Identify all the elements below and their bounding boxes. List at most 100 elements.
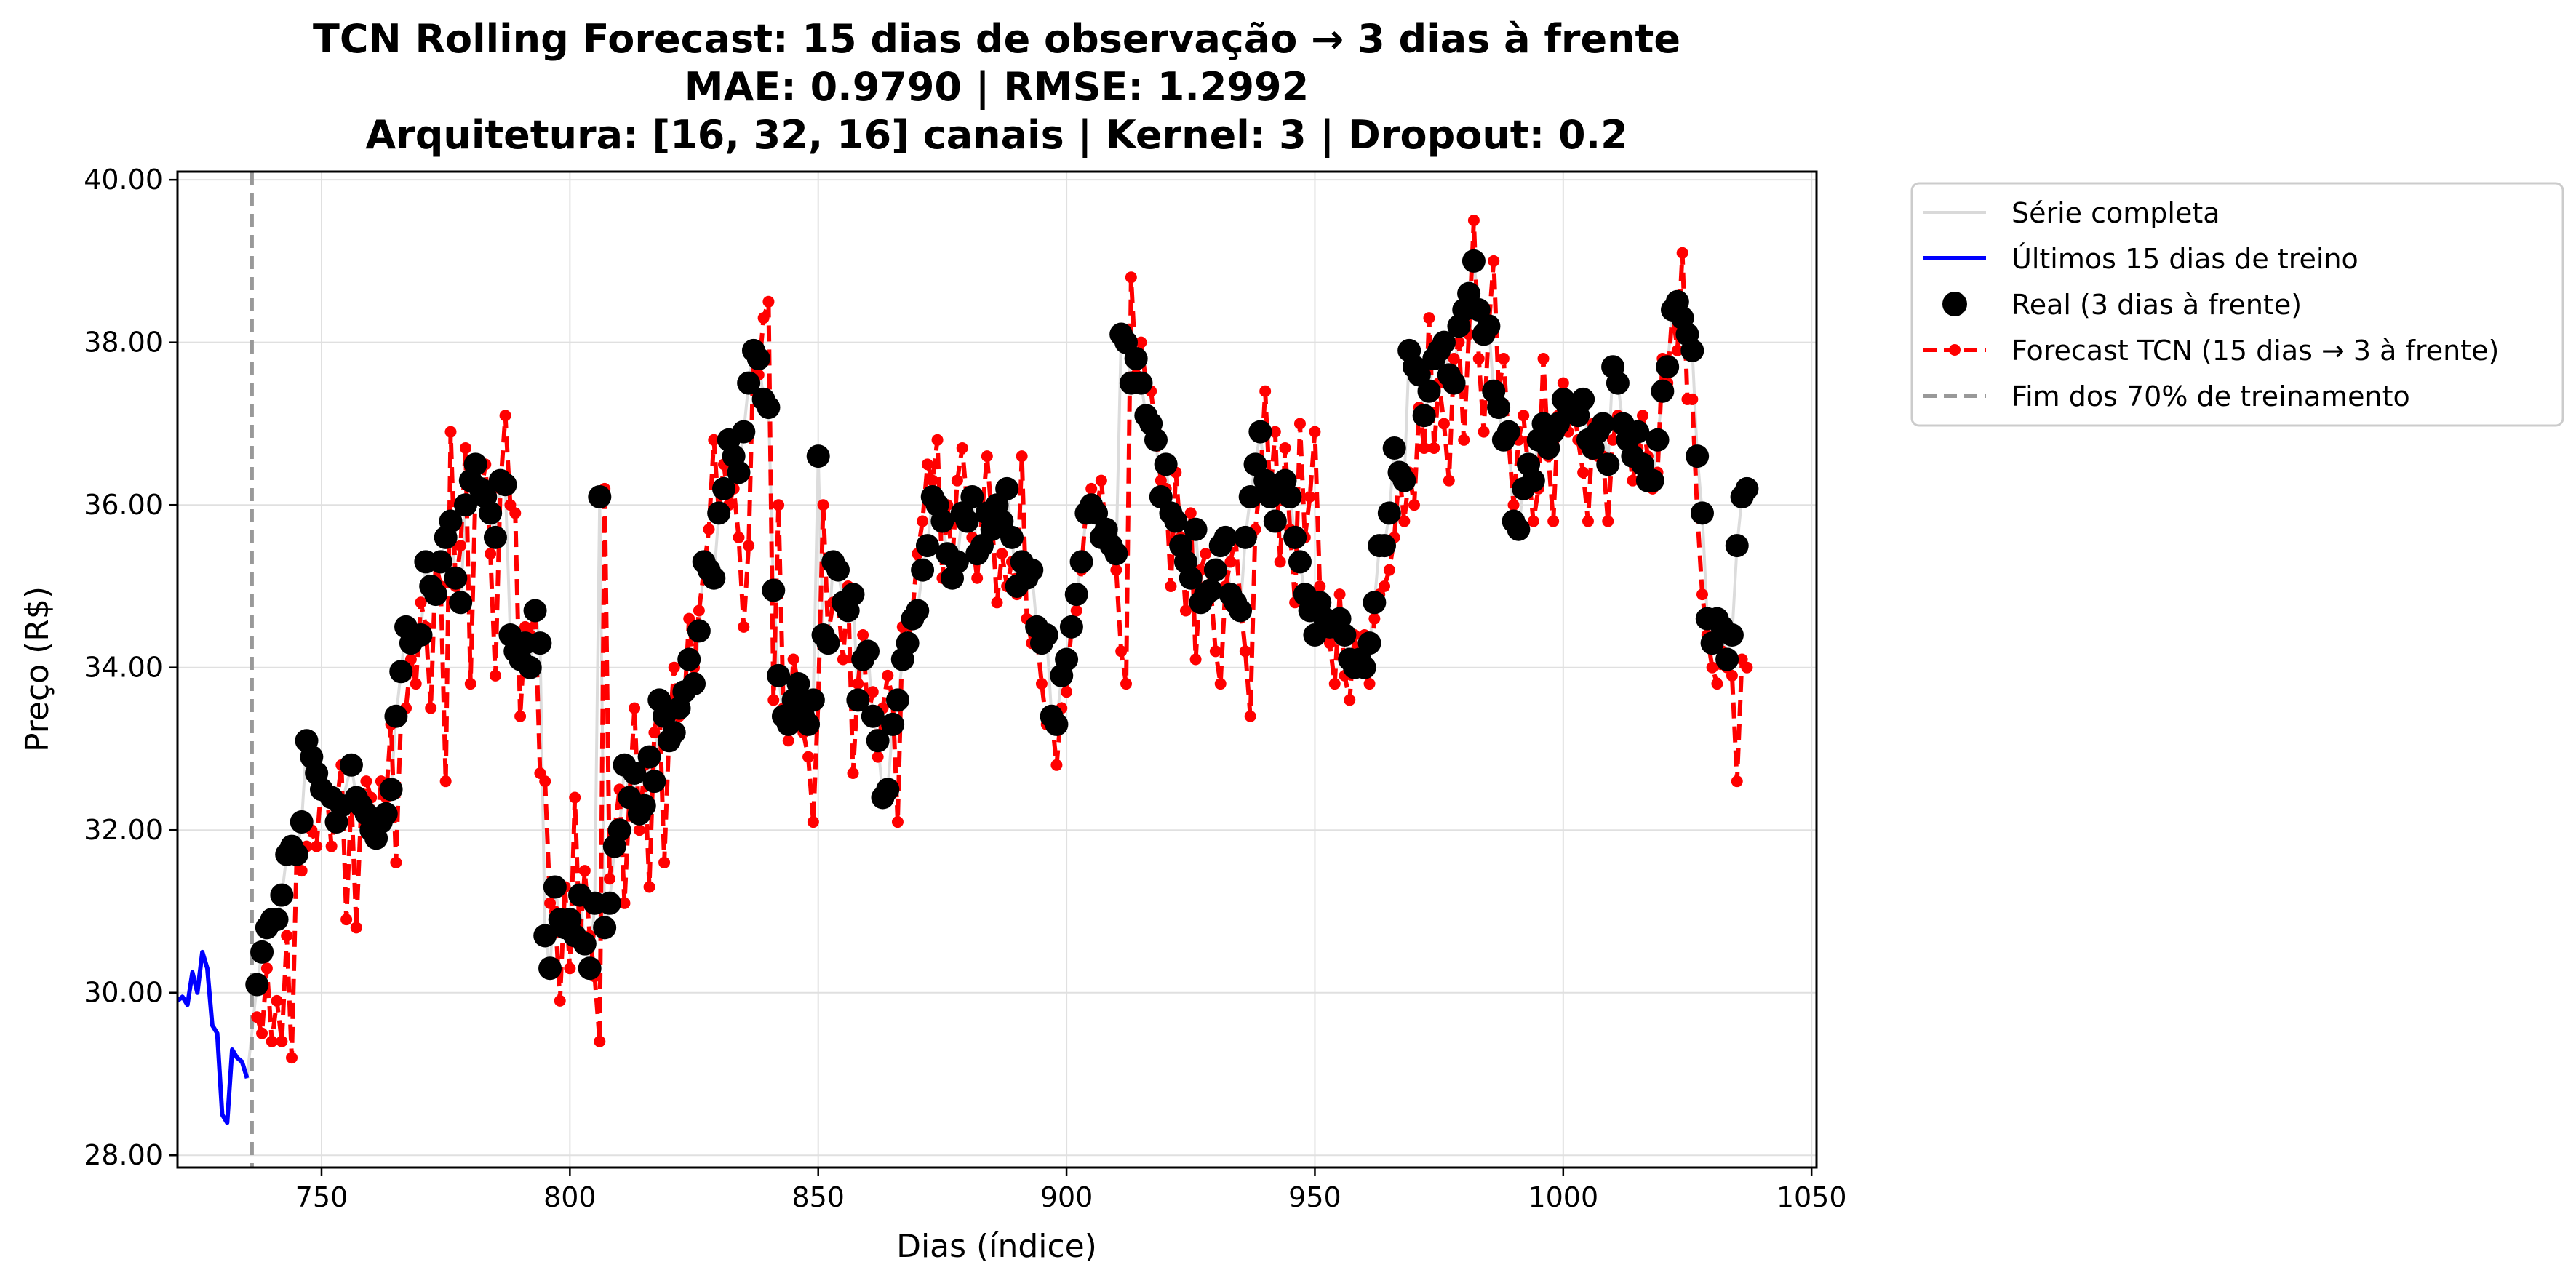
forecast-point	[1125, 271, 1137, 284]
x-tick-label: 1050	[1777, 1181, 1847, 1213]
real-point	[1055, 647, 1079, 671]
real-point	[1357, 631, 1381, 655]
forecast-point	[1274, 556, 1286, 568]
forecast-point	[1467, 215, 1480, 227]
real-point	[1154, 452, 1178, 476]
forecast-point	[857, 629, 869, 642]
real-point	[389, 660, 413, 684]
real-point	[439, 509, 463, 533]
forecast-point	[1085, 482, 1098, 495]
real-point	[1690, 501, 1714, 525]
forecast-point	[404, 653, 417, 666]
forecast-point	[1269, 426, 1281, 438]
real-point	[1686, 444, 1710, 468]
real-point	[424, 583, 448, 607]
legend-label: Últimos 15 dias de treino	[2011, 243, 2358, 275]
forecast-point	[762, 295, 775, 308]
real-point	[1045, 712, 1069, 736]
real-point	[1248, 420, 1272, 444]
forecast-point	[1135, 336, 1147, 348]
real-point	[846, 688, 870, 712]
forecast-point	[266, 1035, 278, 1047]
forecast-point	[485, 548, 497, 560]
forecast-point	[891, 816, 904, 828]
real-point	[1263, 509, 1287, 533]
forecast-point	[1711, 678, 1723, 690]
forecast-point	[514, 710, 527, 722]
forecast-point	[578, 865, 591, 877]
forecast-point	[1070, 604, 1082, 617]
forecast-point	[1224, 556, 1237, 568]
forecast-point	[1239, 645, 1251, 658]
forecast-point	[1602, 515, 1614, 527]
forecast-point	[703, 523, 715, 535]
real-point	[1392, 468, 1416, 492]
forecast-point	[1423, 312, 1435, 324]
x-tick-label: 800	[543, 1181, 597, 1213]
real-point	[1640, 468, 1664, 492]
forecast-point	[1344, 694, 1356, 706]
forecast-point	[1741, 661, 1753, 674]
forecast-point	[1035, 678, 1048, 690]
forecast-point	[882, 669, 894, 682]
forecast-point	[956, 442, 968, 454]
real-point	[1164, 509, 1188, 533]
real-point	[1333, 623, 1357, 647]
forecast-point	[1309, 426, 1321, 438]
real-point	[1417, 379, 1441, 403]
real-point	[1184, 517, 1208, 541]
real-point	[573, 932, 597, 956]
y-tick-label: 40.00	[84, 164, 163, 196]
forecast-point	[1333, 588, 1346, 601]
forecast-point	[1279, 442, 1291, 454]
real-point	[1382, 436, 1406, 460]
forecast-point	[1408, 499, 1420, 511]
x-tick-label: 900	[1040, 1181, 1093, 1213]
real-point	[1020, 558, 1044, 582]
forecast-point	[251, 1011, 263, 1023]
real-point	[1059, 615, 1083, 639]
forecast-point	[256, 1027, 268, 1039]
real-point	[1203, 558, 1227, 582]
legend-marker	[1942, 292, 1967, 316]
forecast-point	[733, 531, 745, 543]
real-point	[384, 704, 408, 728]
real-point	[945, 550, 969, 574]
axis-ticks: 750 800 850 900 950 1000 1050 28.00 30.00 32.00 34…	[84, 164, 1846, 1213]
forecast-point	[1214, 678, 1227, 690]
real-point	[797, 712, 821, 736]
forecast-point	[1189, 653, 1202, 666]
real-point	[1462, 249, 1486, 273]
real-point	[881, 712, 905, 736]
forecast-point	[991, 596, 1003, 609]
plot-area	[178, 172, 1759, 1167]
forecast-point	[658, 856, 671, 868]
forecast-point	[931, 434, 944, 446]
y-tick-label: 32.00	[84, 814, 163, 846]
real-point	[597, 891, 621, 915]
legend-label: Série completa	[2011, 197, 2220, 229]
forecast-point	[1209, 645, 1221, 658]
forecast-point	[603, 873, 615, 885]
real-point	[1129, 371, 1153, 395]
real-point	[896, 631, 920, 655]
forecast-point	[767, 694, 780, 706]
forecast-point	[1497, 353, 1510, 365]
real-point	[250, 940, 274, 964]
real-point	[662, 721, 686, 745]
y-tick-label: 34.00	[84, 652, 163, 684]
real-point	[806, 444, 830, 468]
forecast-point	[629, 702, 641, 714]
forecast-point	[1686, 393, 1699, 405]
forecast-point	[787, 653, 799, 666]
forecast-point	[971, 572, 984, 584]
real-point	[1521, 468, 1545, 492]
real-point	[1288, 550, 1312, 574]
real-point	[786, 672, 810, 696]
forecast-point	[1244, 710, 1256, 722]
forecast-point	[1443, 474, 1455, 487]
forecast-point	[1363, 678, 1376, 690]
forecast-point	[1418, 442, 1430, 454]
forecast-point	[996, 548, 1008, 560]
real-point	[732, 420, 756, 444]
